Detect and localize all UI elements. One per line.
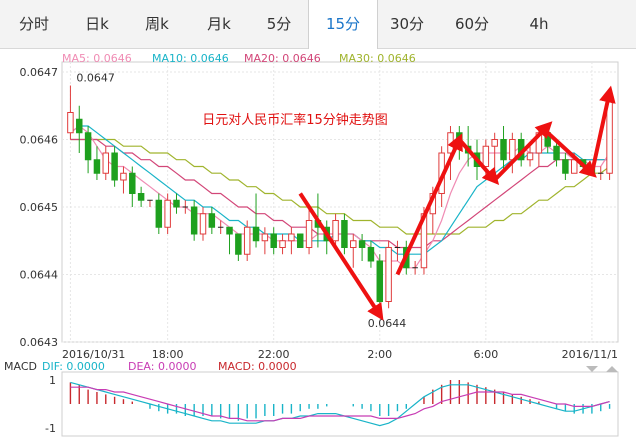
dea-line — [70, 386, 610, 422]
period-tab-bar: 分时 日k 周k 月k 5分 15分 30分 60分 4h — [0, 0, 636, 49]
x-tick-label: 6:00 — [473, 348, 498, 361]
candle-body — [111, 152, 118, 181]
candle-body — [482, 145, 490, 167]
candle-body — [243, 226, 251, 255]
candle-body — [76, 118, 83, 134]
tab-8[interactable]: 4h — [529, 15, 549, 33]
candle-body — [190, 206, 198, 235]
legend-entry: MA10: 0.0646 — [152, 52, 229, 65]
candle-body — [270, 233, 277, 248]
legend-entry: MA30: 0.0646 — [339, 52, 416, 65]
y-tick-label: 0.0644 — [20, 269, 59, 282]
macd-legend-entry: MACD: 0.0000 — [218, 360, 297, 373]
candle-body — [367, 247, 375, 262]
candle-body — [252, 226, 260, 242]
candle-body — [350, 240, 357, 248]
candle-body — [164, 199, 171, 228]
macd-tick-label: 1 — [49, 374, 56, 387]
tab-0[interactable]: 分时 — [18, 15, 49, 33]
candle-body — [129, 172, 136, 194]
trend-arrow — [298, 192, 384, 321]
candle-body — [102, 152, 110, 174]
tab-1[interactable]: 日k — [85, 15, 109, 33]
candle-body — [279, 240, 286, 248]
high-value-label: 0.0647 — [76, 72, 115, 85]
candle-body — [509, 139, 516, 161]
scroll-up-icon — [606, 366, 618, 372]
x-tick-label: 2016/11/1 — [562, 348, 618, 361]
tab-6[interactable]: 30分 — [389, 15, 425, 33]
macd-plot-frame — [61, 371, 619, 437]
candle-body — [120, 172, 127, 181]
trend-arrow — [493, 121, 553, 182]
trend-arrow — [457, 138, 500, 186]
macd-tick-label: -1 — [45, 422, 56, 435]
candle-body — [67, 112, 74, 134]
candle-body — [235, 233, 242, 255]
candle-body — [296, 233, 304, 248]
ma30-line — [70, 138, 610, 235]
candle-body — [562, 159, 569, 174]
candle-body — [208, 213, 216, 228]
x-tick-label: 22:00 — [258, 348, 290, 361]
candle-body — [553, 145, 560, 161]
y-tick-label: 0.0645 — [20, 201, 59, 214]
candle-body — [155, 199, 163, 228]
legend-entry: MA20: 0.0646 — [244, 52, 321, 65]
candle-body — [305, 220, 313, 248]
candle-body — [137, 193, 145, 201]
y-tick-label: 0.0643 — [20, 336, 59, 349]
y-tick-label: 0.0647 — [20, 66, 59, 79]
tab-7[interactable]: 60分 — [454, 15, 490, 33]
candle-body — [288, 233, 295, 242]
candle-body — [570, 159, 578, 174]
candle-body — [385, 247, 392, 302]
tab-2[interactable]: 周k — [145, 15, 169, 33]
tab-3[interactable]: 月k — [207, 15, 231, 33]
candle-body — [199, 213, 207, 235]
candle-body — [93, 159, 101, 174]
trend-arrow — [395, 133, 463, 276]
candle-body — [500, 139, 507, 161]
macd-legend-entry: DIF: 0.0000 — [42, 360, 105, 373]
candle-body — [526, 152, 534, 161]
candle-body — [226, 226, 233, 235]
main-plot-frame — [61, 61, 619, 343]
candle-body — [261, 233, 269, 242]
legend-entry: MA5: 0.0646 — [62, 52, 132, 65]
candle-body — [491, 139, 498, 147]
macd-legend-entry: MACD — [4, 360, 37, 373]
dif-line — [70, 381, 610, 427]
tab-5[interactable]: 15分 — [308, 0, 378, 49]
low-value-label: 0.0644 — [368, 317, 407, 330]
x-tick-label: 18:00 — [152, 348, 184, 361]
candle-body — [84, 132, 92, 161]
annotation-title: 日元对人民币汇率15分钟走势图 — [202, 112, 388, 128]
x-tick-label: 2:00 — [367, 348, 392, 361]
trend-arrow — [589, 85, 616, 174]
x-tick-label: 2016/10/31 — [62, 348, 125, 361]
candle-body — [341, 220, 348, 248]
scroll-down-icon — [586, 366, 598, 372]
candle-body — [358, 240, 366, 248]
tab-4[interactable]: 5分 — [266, 15, 292, 33]
y-tick-label: 0.0646 — [20, 134, 59, 147]
trend-arrow — [546, 131, 597, 178]
candle-body — [376, 260, 384, 302]
macd-legend-entry: DEA: 0.0000 — [128, 360, 196, 373]
candle-body — [332, 220, 339, 242]
candle-body — [173, 199, 180, 208]
